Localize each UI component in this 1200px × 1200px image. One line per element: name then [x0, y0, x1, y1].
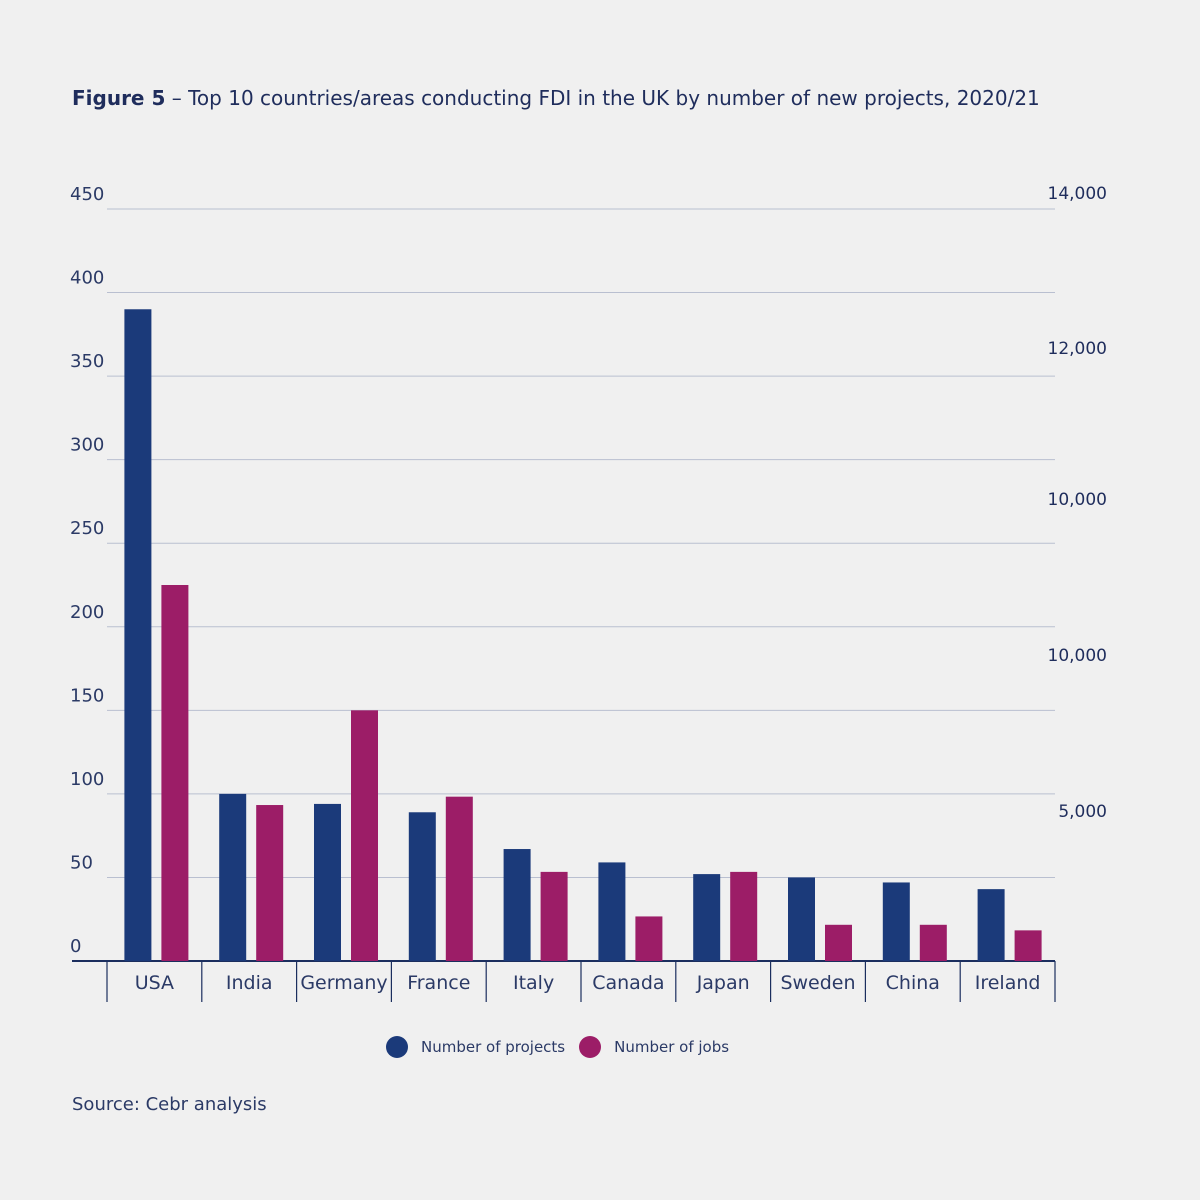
y-tick-label-right: 12,000	[1048, 339, 1107, 359]
figure-number: Figure 5	[72, 86, 166, 110]
bar-jobs-ireland	[1014, 930, 1042, 961]
y-tick-label-left: 300	[70, 435, 104, 456]
x-tick-label: Germany	[300, 972, 387, 994]
figure-caption: – Top 10 countries/areas conducting FDI …	[165, 86, 1040, 110]
x-tick-label: Italy	[513, 972, 554, 994]
bar-projects-india	[219, 793, 247, 961]
bar-jobs-france	[445, 796, 473, 961]
y-tick-label-right: 10,000	[1048, 490, 1107, 510]
bar-projects-sweden	[788, 877, 815, 961]
x-tick-label: Japan	[696, 972, 750, 994]
bar-chart: 450 400 350 300 250 200 150 100 50 0 14,000 12,000 1…	[70, 184, 1107, 1002]
bar-projects-canada	[598, 862, 626, 961]
bar-projects-china	[882, 882, 910, 961]
y-tick-label-left: 100	[70, 769, 104, 790]
x-tick-label: USA	[135, 972, 174, 994]
bar-jobs-japan	[730, 871, 758, 961]
legend-label-projects: Number of projects	[421, 1038, 566, 1056]
y-tick-label-left: 150	[70, 685, 104, 706]
bar-projects-ireland	[977, 889, 1005, 961]
y-tick-label-right: 10,000	[1048, 646, 1107, 666]
y-tick-label-left: 200	[70, 602, 104, 623]
bar-jobs-sweden	[825, 924, 852, 961]
y-tick-label-left: 0	[70, 936, 81, 957]
bar-jobs-china	[919, 924, 947, 961]
x-tick-label: France	[407, 972, 470, 994]
legend-swatch-jobs	[579, 1036, 602, 1058]
y-tick-label-left: 400	[70, 268, 104, 289]
bar-projects-france	[408, 812, 436, 961]
bar-projects-usa	[124, 309, 152, 961]
y-tick-label-left: 350	[70, 351, 104, 372]
bar-projects-italy	[503, 849, 531, 961]
bar-projects-germany	[314, 803, 341, 961]
bar-jobs-india	[256, 805, 284, 961]
y-tick-label-left: 250	[70, 518, 104, 539]
bar-projects-japan	[693, 874, 721, 961]
y-tick-label-right: 14,000	[1048, 184, 1107, 204]
bar-jobs-germany	[351, 710, 378, 961]
bar-jobs-canada	[635, 916, 663, 961]
x-tick-label: Canada	[592, 972, 664, 994]
x-tick-label: India	[226, 972, 273, 994]
y-tick-label-right: 5,000	[1058, 802, 1107, 822]
y-tick-label-left: 450	[70, 184, 104, 205]
y-tick-label-left: 50	[70, 852, 93, 873]
x-tick-label: China	[886, 972, 940, 994]
x-tick-label: Sweden	[780, 972, 855, 994]
source-note: Source: Cebr analysis	[72, 1094, 267, 1115]
legend-item-projects: Number of projects	[386, 1036, 565, 1058]
bar-jobs-italy	[540, 871, 568, 961]
x-tick-label: Ireland	[975, 972, 1041, 994]
legend-label-jobs: Number of jobs	[614, 1038, 730, 1056]
legend-item-jobs: Number of jobs	[579, 1036, 729, 1058]
legend: Number of projects Number of jobs	[386, 1036, 743, 1058]
chart-title: Figure 5 – Top 10 countries/areas conduc…	[72, 86, 1040, 110]
legend-swatch-projects	[386, 1036, 408, 1058]
bar-jobs-usa	[161, 585, 189, 961]
